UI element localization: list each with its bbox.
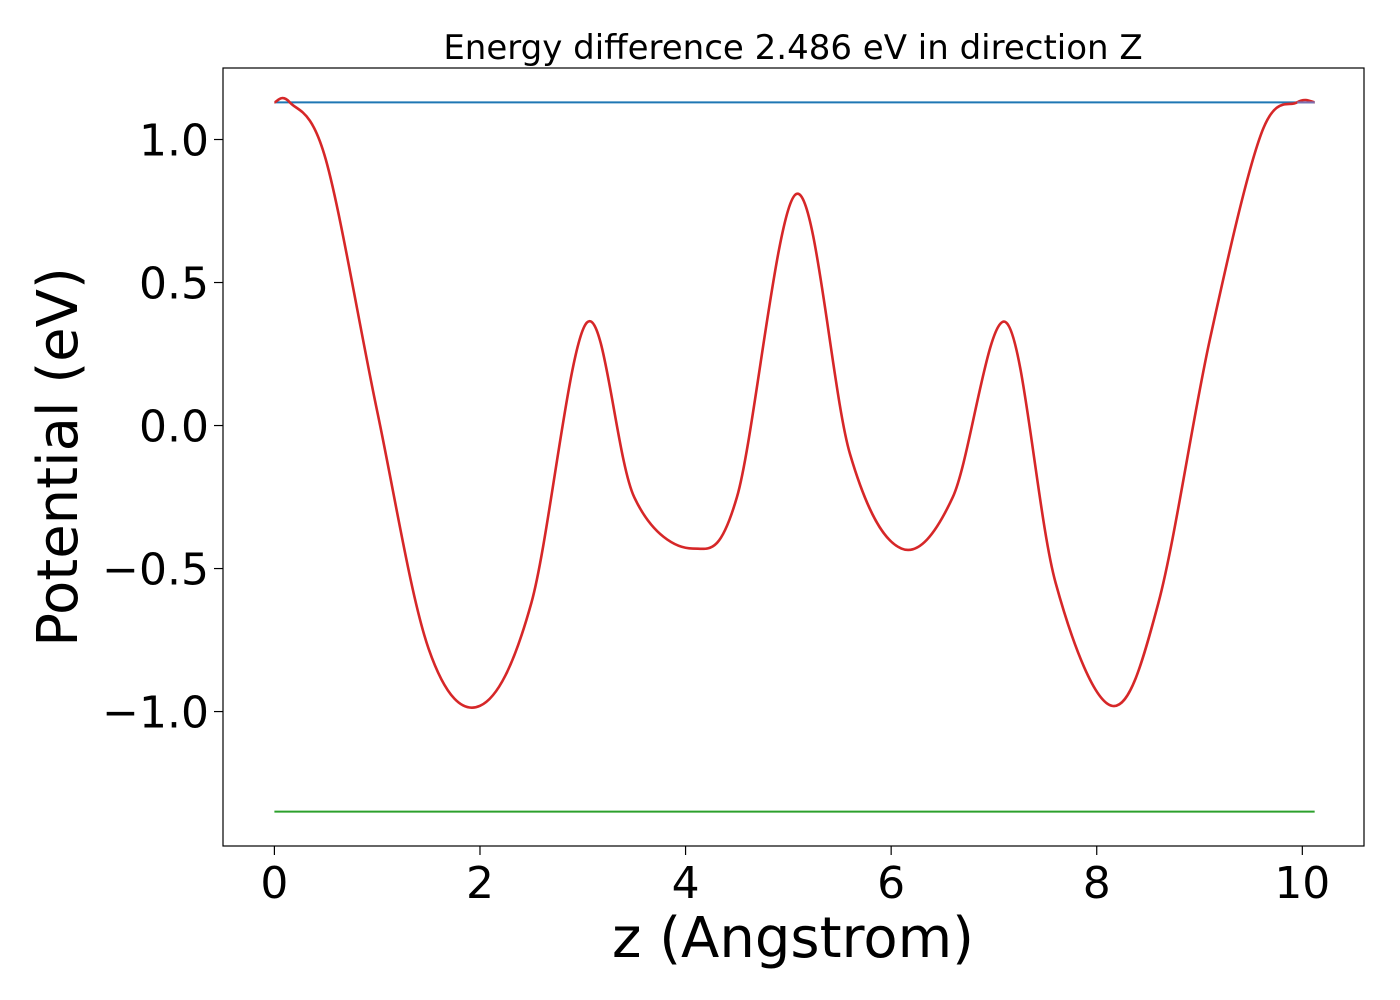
- x-tick-label: 8: [1083, 858, 1111, 909]
- y-tick-label: −0.5: [102, 545, 209, 596]
- x-axis: 0 2 4 6 8 10: [260, 846, 1330, 909]
- x-tick-label: 4: [672, 858, 700, 909]
- x-tick-label: 10: [1274, 858, 1330, 909]
- y-tick-label: 0.5: [139, 259, 209, 310]
- y-tick-label: −1.0: [102, 688, 209, 739]
- chart-title: Energy difference 2.486 eV in direction …: [443, 28, 1142, 68]
- y-tick-label: 1.0: [139, 116, 209, 167]
- x-tick-label: 2: [466, 858, 494, 909]
- y-tick-label: 0.0: [139, 402, 209, 453]
- plot-area: [222, 67, 1365, 847]
- x-tick-label: 0: [260, 858, 288, 909]
- series-line-3: [273, 96, 1315, 709]
- axes-frame: [222, 67, 1365, 847]
- y-axis: 1.0 0.5 0.0 −0.5 −1.0: [102, 116, 223, 739]
- x-axis-label: z (Angstrom): [612, 906, 974, 971]
- x-tick-label: 6: [877, 858, 905, 909]
- y-axis-label: Potential (eV): [26, 267, 91, 647]
